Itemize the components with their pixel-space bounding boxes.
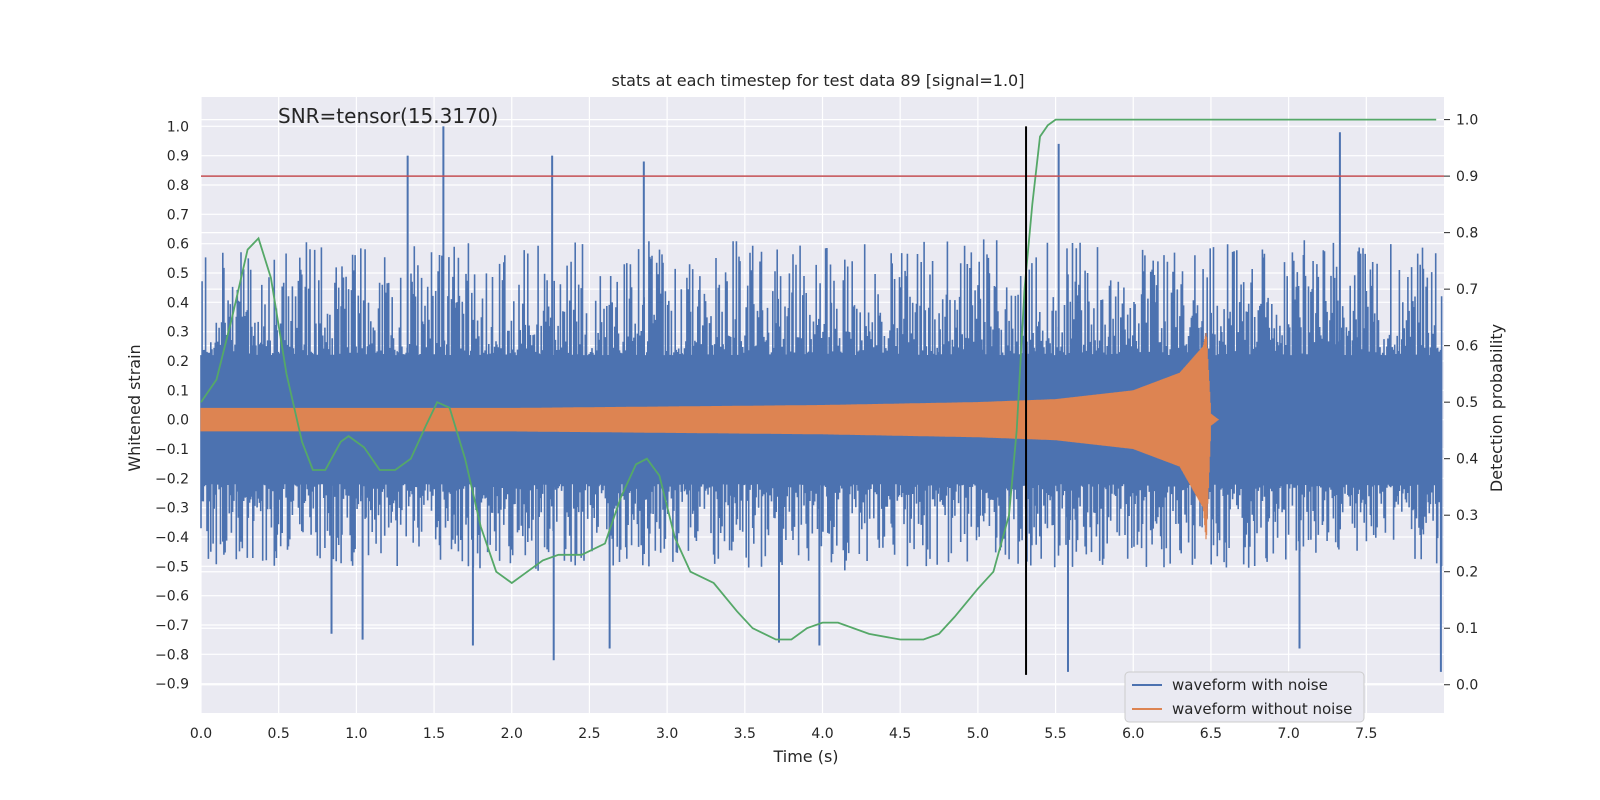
x-tick-label: 5.5	[1044, 726, 1066, 742]
y-tick-label: 0.9	[167, 149, 189, 165]
x-tick-label: 0.0	[190, 726, 212, 742]
y-tick-label: 0.2	[167, 354, 189, 370]
x-axis: 0.0 0.5 1.0 1.5 2.0 2.5 3.0 3.5 4.0 4.5 5.0 5.5 6.0 6…	[190, 726, 1378, 742]
detection-probability-line	[200, 118, 1437, 641]
y-axis-right: 1.0 0.9 0.8 0.7 0.6 0.5 0.4 0.3 0.2 0.1 0.0	[1444, 113, 1478, 694]
x-tick-label: 5.0	[967, 726, 989, 742]
y-tick-label: −0.6	[155, 589, 189, 605]
y-tick-label: −0.2	[155, 471, 189, 487]
y2-tick-label: 0.9	[1456, 169, 1478, 185]
y2-tick-label: 0.6	[1456, 339, 1478, 355]
x-axis-label: Time (s)	[772, 747, 838, 766]
y-tick-label: 0.0	[167, 413, 189, 429]
x-tick-label: 1.5	[423, 726, 445, 742]
x-tick-label: 1.0	[345, 726, 367, 742]
y2-tick-label: 0.2	[1456, 565, 1478, 581]
y-tick-label: −0.9	[155, 677, 189, 693]
x-tick-label: 0.5	[268, 726, 290, 742]
y2-tick-label: 1.0	[1456, 113, 1478, 129]
y-tick-label: −0.5	[155, 559, 189, 575]
snr-annotation: SNR=tensor(15.3170)	[278, 104, 498, 128]
y2-tick-label: 0.3	[1456, 508, 1478, 524]
y-axis-label: Whitened strain	[125, 344, 144, 471]
chart-title: stats at each timestep for test data 89 …	[612, 71, 1025, 90]
y-tick-label: 1.0	[167, 119, 189, 135]
y-axis-left: 1.0 0.9 0.8 0.7 0.6 0.5 0.4 0.3 0.2 0.1 0.0 −0.1 −0.…	[155, 119, 189, 692]
y-tick-label: 0.6	[167, 237, 189, 253]
series-band	[200, 333, 1219, 540]
y2-tick-label: 0.8	[1456, 226, 1478, 242]
y2-tick-label: 0.7	[1456, 282, 1478, 298]
y2-tick-label: 0.4	[1456, 452, 1478, 468]
legend-label-noisy: waveform with noise	[1172, 676, 1328, 694]
x-tick-label: 7.5	[1355, 726, 1377, 742]
legend-box	[1124, 671, 1365, 723]
x-tick-label: 3.0	[656, 726, 678, 742]
y2-tick-label: 0.5	[1456, 395, 1478, 411]
x-tick-label: 2.0	[501, 726, 523, 742]
y-tick-label: −0.4	[155, 530, 189, 546]
y-tick-label: −0.1	[155, 442, 189, 458]
x-tick-label: 7.0	[1277, 726, 1299, 742]
x-tick-label: 6.5	[1200, 726, 1222, 742]
y2-tick-label: 0.1	[1456, 621, 1478, 637]
legend: waveform with noise waveform without noi…	[1124, 671, 1365, 723]
x-tick-label: 3.5	[734, 726, 756, 742]
y-tick-label: −0.3	[155, 501, 189, 517]
x-tick-label: 2.5	[578, 726, 600, 742]
series-waveform-without-noise	[200, 333, 1219, 540]
y-tick-label: 0.5	[167, 266, 189, 282]
x-tick-label: 6.0	[1122, 726, 1144, 742]
y-tick-label: 0.8	[167, 178, 189, 194]
y2-tick-label: 0.0	[1456, 678, 1478, 694]
x-tick-label: 4.0	[811, 726, 833, 742]
legend-label-clean: waveform without noise	[1172, 700, 1352, 718]
y-tick-label: −0.8	[155, 647, 189, 663]
y-tick-label: 0.4	[167, 295, 189, 311]
series-detection-probability	[200, 118, 1444, 675]
y-tick-label: 0.3	[167, 325, 189, 341]
x-tick-label: 4.5	[889, 726, 911, 742]
y-tick-label: 0.1	[167, 383, 189, 399]
y2-axis-label: Detection probability	[1487, 324, 1506, 492]
y-tick-label: −0.7	[155, 618, 189, 634]
y-tick-label: 0.7	[167, 207, 189, 223]
